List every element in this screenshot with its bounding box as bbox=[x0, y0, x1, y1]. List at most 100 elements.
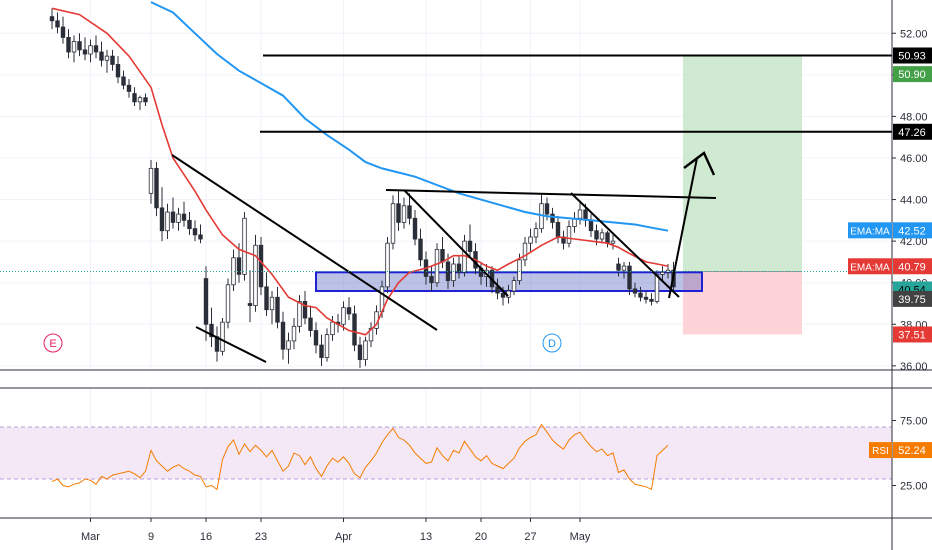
price-badge-text: 50.93 bbox=[898, 51, 926, 63]
candle-body bbox=[567, 227, 571, 244]
profit-zone[interactable] bbox=[683, 56, 802, 271]
candle-body bbox=[441, 249, 445, 261]
candle-body bbox=[221, 322, 225, 351]
indicator-tag-text: RSI bbox=[872, 446, 889, 457]
price-badge-text: 50.90 bbox=[898, 69, 926, 81]
time-tick-label: 20 bbox=[475, 531, 487, 543]
level-1-label: 50.93 bbox=[893, 48, 932, 64]
candle-body bbox=[309, 318, 313, 330]
candle-body bbox=[353, 314, 357, 345]
candle-body bbox=[589, 220, 593, 230]
candle-body bbox=[413, 218, 417, 239]
candle bbox=[243, 212, 247, 281]
price-badge-text: 37.51 bbox=[898, 329, 926, 341]
candle-body bbox=[523, 243, 527, 260]
candle-body bbox=[61, 27, 65, 37]
candle-body bbox=[358, 345, 362, 360]
candle-body bbox=[116, 64, 120, 76]
event-marker-letter: D bbox=[548, 338, 556, 350]
candle bbox=[155, 162, 159, 216]
candle-body bbox=[177, 214, 181, 222]
target-zone[interactable] bbox=[683, 56, 802, 334]
candle-body bbox=[155, 168, 159, 207]
candle-body bbox=[364, 341, 368, 360]
candle-body bbox=[320, 345, 324, 357]
candle-body bbox=[628, 266, 632, 289]
candle-body bbox=[633, 289, 637, 293]
candle-body bbox=[270, 297, 274, 309]
price-tick-label: 36.00 bbox=[900, 361, 928, 373]
support-label: 39.75 bbox=[893, 291, 932, 307]
candle-body bbox=[617, 264, 621, 270]
candle-body bbox=[397, 204, 401, 223]
rsi-tick-label: 75.00 bbox=[900, 416, 928, 428]
candle-body bbox=[342, 308, 346, 325]
candle-body bbox=[298, 301, 302, 326]
candle-body bbox=[94, 46, 98, 52]
event-marker-d[interactable]: D bbox=[543, 334, 561, 352]
price-badge-text: 47.26 bbox=[898, 127, 926, 139]
candle-body bbox=[243, 218, 247, 274]
time-tick-label: 16 bbox=[200, 531, 212, 543]
candle-body bbox=[292, 326, 296, 341]
price-badge-text: 52.24 bbox=[898, 445, 926, 457]
level-2-label: 47.26 bbox=[893, 124, 932, 140]
indicator-tag-text: EMA:MA bbox=[850, 262, 890, 273]
candle-body bbox=[430, 276, 434, 282]
candle-body bbox=[501, 293, 505, 297]
candle-body bbox=[248, 303, 252, 305]
price-badge-text: 42.52 bbox=[898, 225, 926, 237]
indicator-tag-text: EMA:MA bbox=[850, 226, 890, 237]
candle-body bbox=[529, 237, 533, 243]
candle-body bbox=[391, 204, 395, 243]
candle-body bbox=[226, 285, 230, 322]
candle-body bbox=[171, 212, 175, 222]
candle-body bbox=[331, 322, 335, 334]
candle-body bbox=[419, 239, 423, 260]
candle-body bbox=[314, 331, 318, 346]
time-tick-label: 27 bbox=[524, 531, 536, 543]
candle-body bbox=[611, 241, 615, 243]
candle bbox=[386, 237, 390, 293]
candle-body bbox=[518, 260, 522, 281]
time-tick-label: 13 bbox=[420, 531, 432, 543]
candle-body bbox=[534, 229, 538, 237]
candle-body bbox=[386, 243, 390, 287]
candle-body bbox=[105, 56, 109, 60]
candle-body bbox=[127, 85, 131, 91]
event-marker-letter: E bbox=[49, 338, 56, 350]
candle-body bbox=[650, 299, 654, 301]
candle-body bbox=[606, 233, 610, 243]
candle-body bbox=[551, 214, 555, 222]
candle-body bbox=[468, 241, 472, 251]
price-tick-label: 48.00 bbox=[900, 111, 928, 123]
candle-body bbox=[144, 98, 148, 102]
candle-body bbox=[160, 208, 164, 231]
candle-body bbox=[138, 98, 142, 102]
ma-name-tag: EMA:MA bbox=[848, 222, 892, 238]
candle-body bbox=[303, 301, 307, 318]
candle-body bbox=[193, 229, 197, 235]
candle-body bbox=[111, 56, 115, 64]
ema-value-label: 40.79 bbox=[893, 258, 932, 274]
event-marker-e[interactable]: E bbox=[44, 334, 62, 352]
candle-body bbox=[655, 274, 659, 301]
ma-value-label: 42.52 bbox=[893, 222, 932, 238]
candle-body bbox=[259, 245, 263, 287]
candle-body bbox=[545, 204, 549, 214]
candle bbox=[254, 235, 258, 312]
candle-body bbox=[100, 52, 104, 60]
candle-body bbox=[133, 94, 137, 102]
candle-body bbox=[56, 21, 60, 27]
candle-body bbox=[182, 214, 186, 220]
time-tick-label: 9 bbox=[148, 531, 154, 543]
price-tick-label: 44.00 bbox=[900, 195, 928, 207]
candle-body bbox=[644, 297, 648, 299]
candle-body bbox=[556, 222, 560, 237]
rsi-name-tag: RSI bbox=[869, 442, 892, 458]
candle-body bbox=[204, 279, 208, 325]
rsi-tick-label: 25.00 bbox=[900, 481, 928, 493]
candle-body bbox=[199, 235, 203, 239]
candle-body bbox=[67, 37, 71, 52]
